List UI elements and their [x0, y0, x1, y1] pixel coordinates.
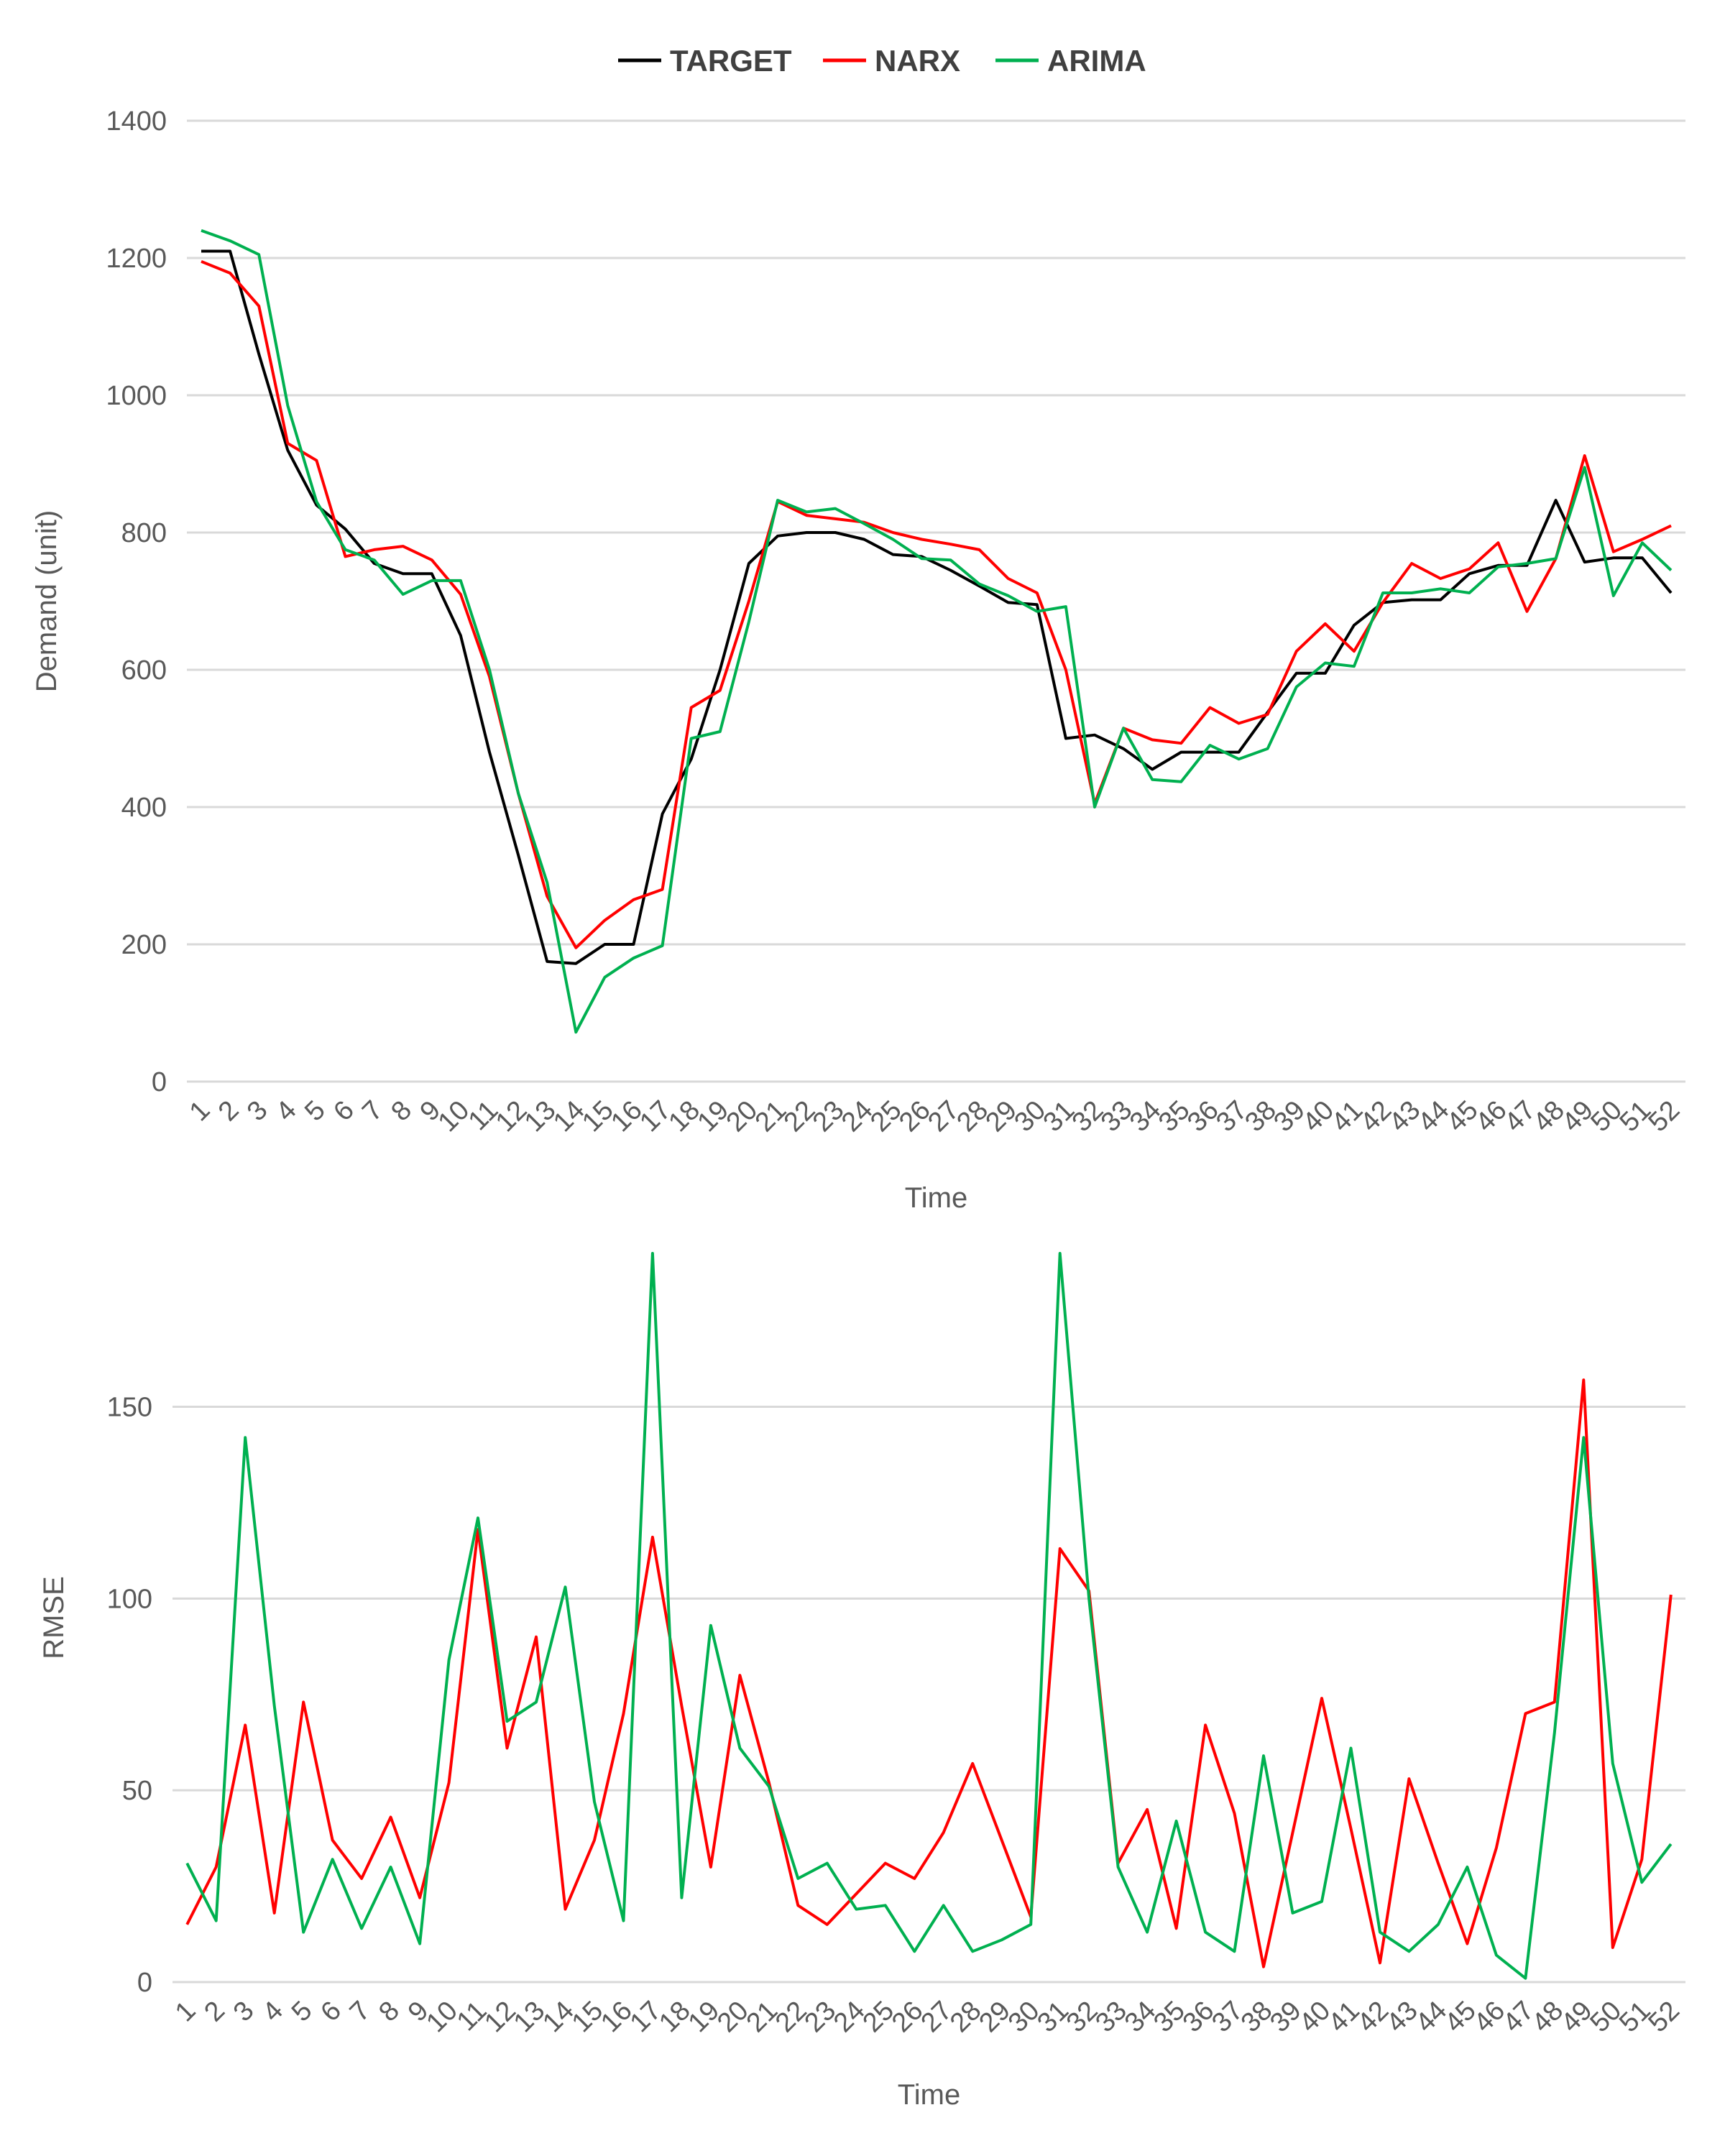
- series-line-narx: [185, 1378, 1673, 1968]
- legend-label-narx: NARX: [875, 44, 960, 78]
- demand-chart: 0200400600800100012001400123456789101112…: [31, 44, 1686, 1214]
- x-axis-title: Time: [905, 1182, 967, 1214]
- series-line-arima: [185, 1252, 1673, 1980]
- y-tick-label: 150: [107, 1392, 152, 1422]
- legend-label-arima: ARIMA: [1047, 44, 1146, 78]
- y-tick-label: 200: [121, 930, 167, 960]
- y-tick-label: 800: [121, 518, 167, 548]
- x-tick-label: 6: [328, 1095, 360, 1128]
- series-line-narx: [201, 259, 1672, 949]
- y-axis-title: Demand (unit): [31, 510, 63, 692]
- x-tick-label: 4: [270, 1095, 303, 1128]
- x-tick-label: 6: [315, 1996, 347, 2028]
- x-tick-label: 2: [198, 1996, 231, 2028]
- panel-divider: [0, 1236, 1725, 1242]
- y-tick-label: 400: [121, 793, 167, 823]
- x-tick-label: 1: [184, 1095, 216, 1128]
- x-tick-label: 8: [385, 1095, 418, 1128]
- x-tick-label: 3: [228, 1996, 260, 2028]
- y-tick-label: 1000: [106, 381, 167, 411]
- series-line-arima: [201, 229, 1673, 1034]
- x-tick-label: 52: [1643, 1996, 1686, 2039]
- y-tick-label: 0: [152, 1067, 167, 1097]
- y-tick-label: 1400: [106, 106, 167, 137]
- demand-chart-panel: 0 200 400 600 800 1000 1200 1400 1 2 3 4 5 6 7 8 9 10 11 12…: [31, 44, 1686, 1214]
- x-tick-label: 1: [170, 1996, 202, 2028]
- y-axis-title: RMSE: [38, 1576, 70, 1659]
- y-tick-label: 50: [122, 1776, 152, 1806]
- y-tick-label: 0: [137, 1968, 152, 1998]
- x-tick-label: 8: [373, 1996, 405, 2028]
- y-tick-label: 100: [107, 1584, 152, 1614]
- gridlines: [187, 119, 1685, 1083]
- x-tick-label: 5: [299, 1095, 331, 1128]
- x-tick-label: 4: [257, 1996, 289, 2028]
- legend-label-target: TARGET: [670, 44, 792, 78]
- x-tick-label: 52: [1643, 1095, 1686, 1138]
- x-tick-label: 3: [242, 1095, 274, 1128]
- rmse-chart-panel: 0 50 100 150 1 2 3 4 5 6 7 8 9 10 11 12 13 14 15 16 17 18 19 20…: [0, 1242, 1725, 2156]
- y-tick-label: 600: [121, 655, 167, 686]
- x-axis-title: Time: [898, 2079, 960, 2111]
- series-line-target: [201, 249, 1673, 965]
- x-tick-label: 5: [286, 1996, 318, 2028]
- x-tick-label: 2: [213, 1095, 245, 1128]
- x-tick-label: 7: [344, 1996, 377, 2028]
- x-tick-label: 7: [356, 1095, 389, 1128]
- legend: TARGET NARX ARIMA: [618, 44, 1146, 78]
- gridlines: [172, 1405, 1685, 1984]
- y-tick-label: 1200: [106, 244, 167, 274]
- rmse-chart: 0501001501234567891011121314151617181920…: [38, 1252, 1686, 2111]
